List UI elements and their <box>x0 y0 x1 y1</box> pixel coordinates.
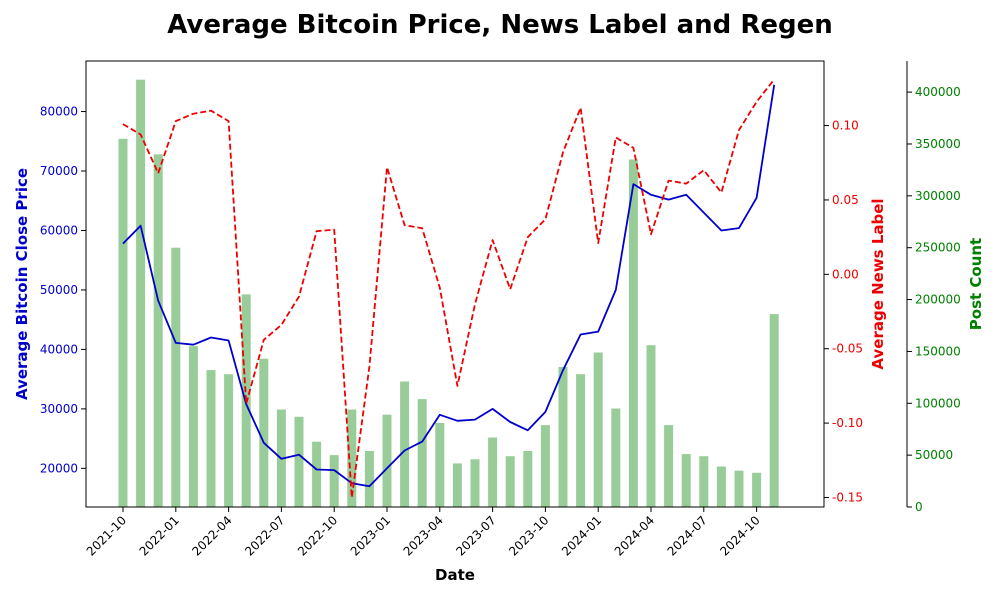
post-count-bar <box>576 374 586 507</box>
x-axis-title: Date <box>435 566 475 584</box>
y-right-tick-label: -0.05 <box>832 342 863 356</box>
y-right-tick-label: 0.05 <box>832 193 859 207</box>
post-count-bar <box>312 441 322 507</box>
x-tick-label: 2022-01 <box>137 513 182 558</box>
x-tick-label: 2023-04 <box>401 513 446 558</box>
post-count-bar <box>646 345 656 507</box>
post-count-bar <box>611 408 621 507</box>
post-count-bar <box>206 370 216 507</box>
y-posts-tick-label: 300000 <box>915 189 961 203</box>
series-lines <box>122 78 776 499</box>
y-axis-posts-title: Post Count <box>967 238 985 330</box>
post-count-bar <box>452 463 462 507</box>
y-axis-left: 20000 30000 40000 50000 60000 70000 80000 <box>40 105 86 475</box>
plot-frame <box>85 60 825 508</box>
post-count-bar <box>347 409 357 507</box>
post-count-bar <box>188 346 198 507</box>
x-tick-label: 2024-01 <box>559 513 604 558</box>
y-axis-right-posts: 0 50000 100000 150000 200000 250000 300000 3500… <box>906 61 961 514</box>
y-left-tick-label: 60000 <box>40 223 78 237</box>
y-right-tick-label: -0.15 <box>832 490 863 504</box>
chart-title: Average Bitcoin Price, News Label and Re… <box>167 10 833 40</box>
news-label-line <box>122 78 775 499</box>
y-right-tick-label: -0.10 <box>832 416 863 430</box>
post-count-bar <box>400 381 410 507</box>
x-tick-label: 2024-07 <box>665 513 710 558</box>
post-count-bar <box>171 247 181 507</box>
post-count-bars <box>118 79 779 508</box>
y-axis-left-title: Average Bitcoin Close Price <box>13 168 31 400</box>
post-count-bar <box>259 358 269 507</box>
x-tick-label: 2023-07 <box>453 513 498 558</box>
y-left-tick-label: 40000 <box>40 342 78 356</box>
post-count-bar <box>153 154 163 508</box>
post-count-bar <box>664 425 674 507</box>
x-tick-label: 2021-10 <box>84 513 129 558</box>
x-tick-label: 2024-10 <box>717 513 762 558</box>
post-count-bar <box>224 374 234 507</box>
y-left-tick-label: 30000 <box>40 402 78 416</box>
y-posts-tick-label: 0 <box>915 500 923 514</box>
y-posts-tick-label: 400000 <box>915 85 961 99</box>
post-count-bar <box>417 399 427 507</box>
post-count-bar <box>523 451 533 507</box>
post-count-bar <box>769 314 779 507</box>
x-tick-label: 2022-07 <box>242 513 287 558</box>
y-posts-tick-label: 100000 <box>915 396 961 410</box>
post-count-bar <box>329 455 339 507</box>
post-count-bar <box>681 454 691 507</box>
post-count-bar <box>505 456 515 507</box>
y-left-tick-label: 70000 <box>40 164 78 178</box>
y-posts-tick-label: 350000 <box>915 137 961 151</box>
post-count-bar <box>435 423 445 507</box>
post-count-bar <box>593 352 603 507</box>
post-count-bar <box>136 79 146 507</box>
post-count-bar <box>470 459 480 507</box>
y-left-tick-label: 50000 <box>40 283 78 297</box>
y-axis-right: -0.15 -0.10 -0.05 0.00 0.05 0.10 <box>824 119 863 504</box>
post-count-bar <box>540 425 550 507</box>
price-line <box>122 84 776 488</box>
post-count-bar <box>364 451 374 507</box>
y-posts-tick-label: 200000 <box>915 293 961 307</box>
y-right-tick-label: 0.10 <box>832 119 859 133</box>
x-tick-label: 2022-04 <box>189 513 234 558</box>
post-count-bar <box>382 414 392 507</box>
post-count-bar <box>716 466 726 507</box>
post-count-bar <box>628 159 638 507</box>
post-count-bar <box>118 138 128 508</box>
x-tick-label: 2023-10 <box>506 513 551 558</box>
y-posts-tick-label: 250000 <box>915 241 961 255</box>
x-tick-label: 2023-01 <box>348 513 393 558</box>
x-axis: 2021-10 2022-01 2022-04 2022-07 2022-10 2023-… <box>84 507 763 559</box>
post-count-bar <box>294 416 304 507</box>
x-tick-label: 2024-04 <box>612 513 657 558</box>
y-posts-tick-label: 50000 <box>915 448 953 462</box>
post-count-bar <box>699 456 709 507</box>
x-tick-label: 2022-10 <box>295 513 340 558</box>
post-count-bar <box>734 470 744 507</box>
y-axis-right-title: Average News Label <box>869 198 887 369</box>
post-count-bar <box>752 472 762 507</box>
y-posts-tick-label: 150000 <box>915 344 961 358</box>
post-count-bar <box>558 367 568 507</box>
y-left-tick-label: 20000 <box>40 461 78 475</box>
y-right-tick-label: 0.00 <box>832 267 859 281</box>
post-count-bar <box>488 437 498 507</box>
y-left-tick-label: 80000 <box>40 105 78 119</box>
